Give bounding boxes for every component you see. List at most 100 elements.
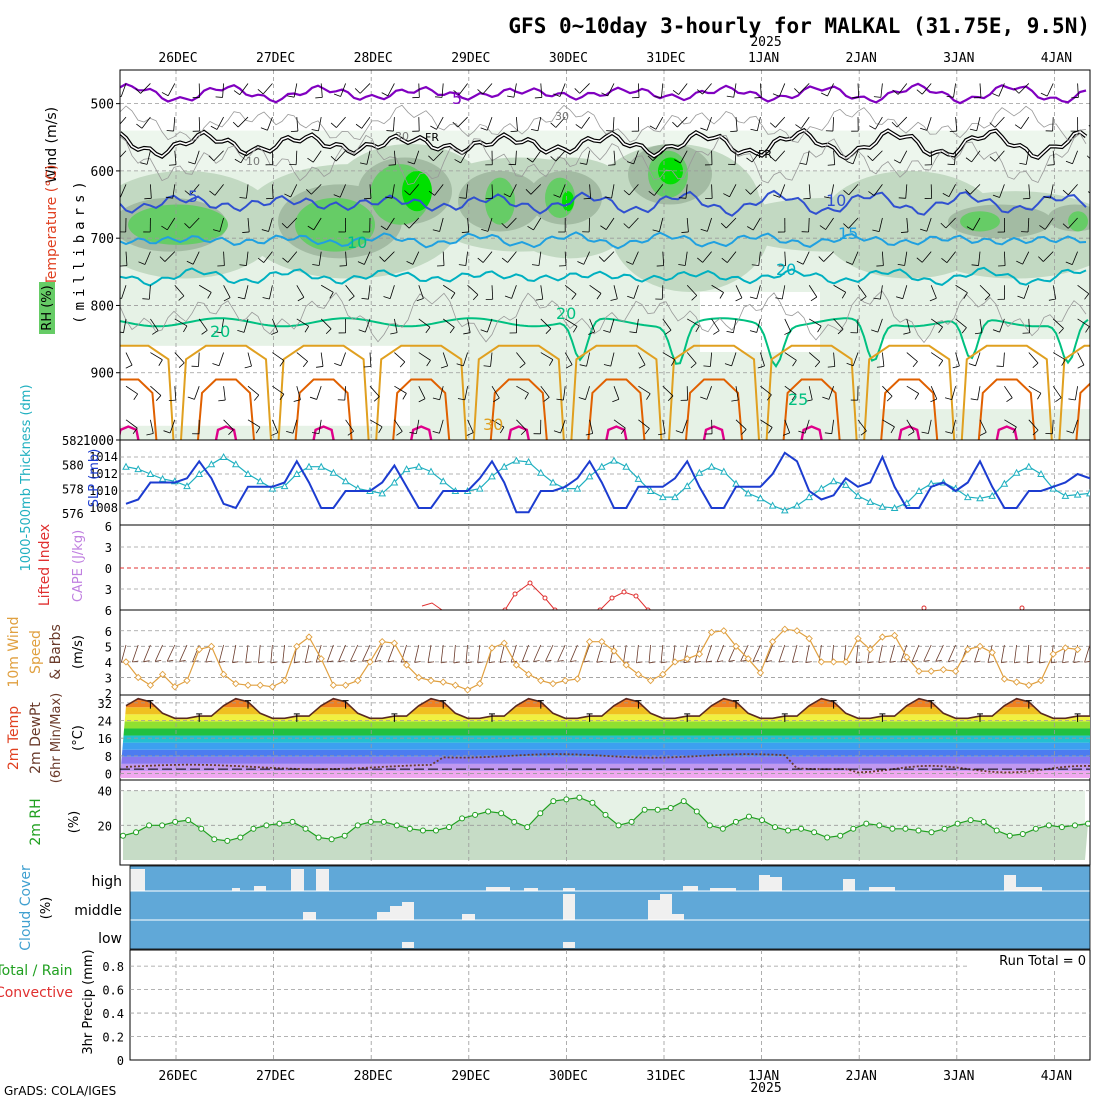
wind-barb-flag (1019, 162, 1027, 165)
wind10m-point (317, 655, 325, 663)
wind-barb-staff (1028, 385, 1042, 394)
wind-barb-flag (827, 366, 835, 368)
thickness-point (854, 491, 862, 499)
cloud-high-bar (563, 888, 575, 891)
rh-dry-pocket (880, 339, 1090, 410)
rh2m-point (133, 829, 140, 836)
wind-barb-flag (1065, 160, 1073, 165)
wind-barb-flag (623, 190, 630, 196)
wind-barb-flag (583, 197, 591, 200)
wind-barb-staff (490, 352, 493, 367)
rh2m-tick-20: 20 (98, 819, 112, 833)
wind-barb-flag (746, 157, 753, 163)
wind-barb-staff (507, 251, 517, 263)
wind-barb-staff (779, 83, 786, 97)
wind-barb-staff (418, 83, 420, 98)
thickness-point (536, 468, 545, 476)
wind-barb-staff (784, 385, 797, 395)
rh-green-blob (485, 177, 515, 225)
cloud-level-high: high (91, 874, 122, 890)
contour-25 (472, 344, 565, 440)
thickness-point (341, 477, 350, 485)
wind-barb-flag (757, 365, 765, 369)
cloud-high-bar (232, 888, 240, 891)
wind-barb-flag (390, 332, 398, 335)
contour-30 (489, 378, 548, 440)
wind-barb-staff (189, 184, 200, 196)
wind-barb-flag (312, 264, 320, 266)
wind-barb-staff (408, 217, 420, 229)
wind-barb-flag (766, 394, 772, 401)
wind-barb-staff (628, 217, 639, 229)
wind-barb-staff (662, 318, 672, 331)
wind10m-point (646, 676, 655, 685)
wind-barb-staff (491, 184, 494, 199)
wind-barb-flag (792, 360, 797, 367)
wind-barb-flag (425, 327, 431, 334)
wind-barb-staff (686, 352, 697, 364)
top-date-4JAN: 4JAN (1041, 51, 1072, 66)
contour-label-2: FR (758, 148, 772, 161)
wind-barb-staff (150, 385, 162, 396)
rh2m-point (576, 794, 583, 801)
wind-barb-staff (125, 385, 138, 395)
wind10m-tick-6: 6 (105, 625, 112, 639)
wind-barb-flag (315, 97, 323, 99)
rh2m-point (915, 827, 922, 834)
wind-barb-flag (1043, 196, 1051, 199)
wind10m-barb (427, 644, 432, 663)
wind-barb-staff (148, 285, 151, 300)
wind10m-barb (326, 644, 334, 663)
bottom-date-29DEC: 29DEC (451, 1069, 490, 1084)
wind10m-point (244, 681, 252, 689)
li-point (512, 591, 518, 597)
wind-barb-flag (914, 393, 920, 400)
wind-barb-staff (979, 284, 991, 296)
wind10m-point (305, 633, 313, 641)
wind-barb-flag (578, 397, 586, 400)
wind-barb-flag (1068, 398, 1076, 401)
wind-barb-staff (661, 285, 664, 300)
wind-barb-staff (662, 251, 665, 266)
temp2m-series (120, 697, 1090, 774)
ylabel-wind: Wind (m/s) (44, 107, 60, 183)
wind-barb-staff (589, 419, 594, 434)
wind-barb-flag (846, 161, 854, 165)
wind-barb-staff (1067, 217, 1078, 229)
wind-barb-flag (638, 364, 646, 369)
wind-barb-staff (678, 83, 688, 95)
wind10m-point (378, 638, 386, 646)
wind-barb-staff (339, 184, 346, 198)
rh2m-point (120, 832, 126, 839)
contour-30 (1075, 382, 1090, 440)
wind-barb-flag (814, 361, 821, 368)
cloud-mid-bar (648, 900, 660, 920)
wind10m-point (573, 675, 582, 683)
wind-barb-flag (333, 194, 341, 198)
wind-barb-staff (462, 352, 468, 366)
wind-barb-staff (707, 217, 712, 232)
wind-barb-flag (623, 223, 630, 229)
wind-barb-flag (261, 229, 269, 232)
wind10m-barb-flag (1039, 661, 1046, 664)
wind10m-barb (778, 644, 786, 663)
wind-barb-flag (311, 129, 319, 132)
wind-barb-flag (499, 426, 505, 434)
wind-barb-flag (1066, 430, 1074, 434)
wind-barb-flag (841, 292, 847, 299)
rh-contour-line (120, 290, 1087, 344)
li-point (921, 605, 927, 611)
li-point (609, 595, 615, 601)
wind10m-barb-flag (522, 660, 529, 663)
rh-contour-line (120, 104, 1087, 143)
wind-barb-flag (1012, 426, 1017, 434)
wind-barb-staff (311, 184, 322, 195)
rh2m-point (1071, 822, 1078, 829)
wind-barb-staff (515, 150, 517, 165)
rh2m-point (459, 815, 466, 822)
thickness-point (988, 491, 997, 499)
wind-barb-flag (696, 89, 703, 95)
wind-barb-staff (394, 150, 396, 165)
wind-barb-staff (686, 318, 700, 327)
wind10m-barb (282, 644, 285, 663)
